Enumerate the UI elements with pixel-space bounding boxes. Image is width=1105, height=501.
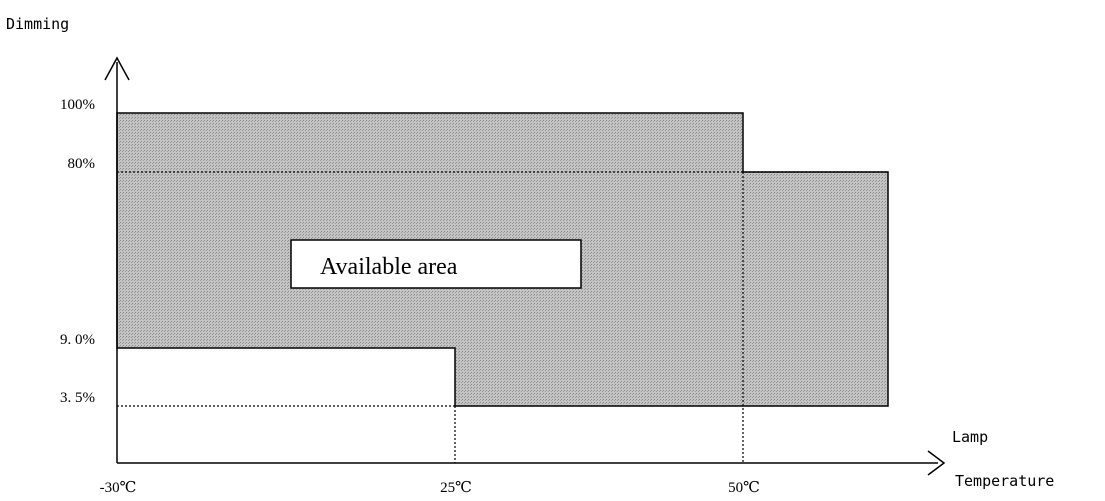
y-tick-label: 80% [68,156,96,172]
x-axis-arrowhead [927,450,946,476]
y-tick-labels: 100% 80% 9. 0% 3. 5% [60,97,95,406]
y-axis-label: Dimming [6,15,69,33]
y-tick-label: 9. 0% [60,332,95,348]
annotation-box [290,239,582,289]
x-axis-label-line1: Lamp [952,428,988,446]
annotation-label: Available area [320,254,458,280]
x-axis-label-line2: Temperature [955,472,1054,490]
x-tick-label: 25℃ [440,480,472,496]
guide-lines [117,171,888,463]
y-axis-arrowhead [104,56,130,81]
x-tick-labels: -30℃ 25℃ 50℃ [100,480,760,496]
x-tick-label: 50℃ [728,480,760,496]
y-tick-label: 100% [60,97,95,113]
x-tick-label: -30℃ [100,480,137,496]
y-tick-label: 3. 5% [60,390,95,406]
